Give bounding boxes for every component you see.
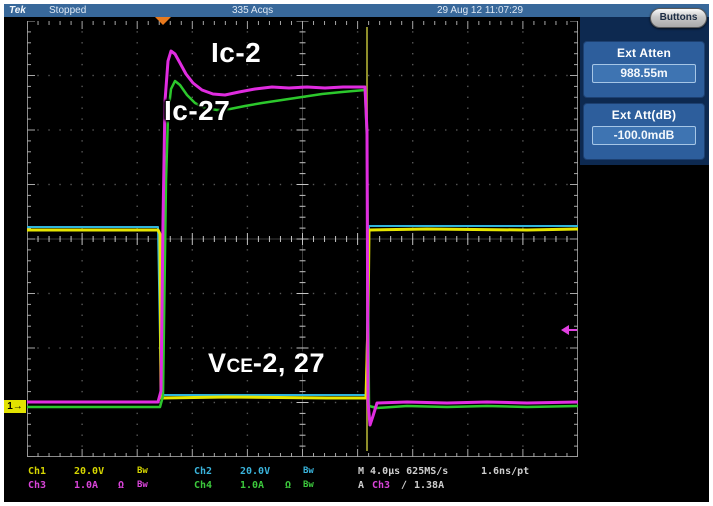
ch1-label: Ch1 bbox=[28, 466, 47, 477]
ch4-label: Ch4 bbox=[194, 480, 213, 491]
ch2-bw-badge: Bw bbox=[303, 466, 314, 476]
annotation-ic27: Ic-27 bbox=[164, 95, 231, 126]
buttons-button[interactable]: Buttons bbox=[650, 8, 707, 28]
vce-ce: CE bbox=[226, 356, 253, 377]
ch1-scale: 20.0V bbox=[74, 466, 105, 477]
trigger-slope-icon: ∕ bbox=[401, 480, 408, 491]
readout-bar: Ch1 20.0V Bw Ch2 20.0V Bw M 4.0µs 625MS/… bbox=[4, 462, 709, 502]
timebase-readout: M 4.0µs 625MS/s bbox=[358, 466, 449, 477]
ext-atten-value[interactable]: 988.55m bbox=[592, 64, 696, 83]
ch1-bw-badge: Bw bbox=[137, 466, 148, 476]
ext-atten-panel: Ext Atten 988.55m bbox=[583, 41, 705, 98]
vce-v: V bbox=[208, 348, 227, 378]
oscilloscope-screen: Tek Stopped 335 Acqs 29 Aug 12 11:07:29 … bbox=[4, 4, 709, 502]
datetime: 29 Aug 12 11:07:29 bbox=[437, 5, 524, 16]
ch1-ground-marker[interactable]: 1→ bbox=[4, 400, 26, 413]
trigger-position-marker[interactable] bbox=[155, 17, 171, 25]
acquisition-status: Stopped bbox=[49, 5, 87, 16]
arrow-tail bbox=[568, 329, 577, 331]
left-arrow-icon bbox=[561, 325, 569, 335]
ext-att-db-value[interactable]: -100.0mdB bbox=[592, 126, 696, 145]
ext-att-db-panel: Ext Att(dB) -100.0mdB bbox=[583, 103, 705, 160]
annotation-vce: VCE-2, 27 bbox=[208, 348, 325, 379]
tek-logo: Tek bbox=[9, 5, 26, 16]
ch4-coupling-icon: Ω bbox=[285, 480, 292, 491]
trigger-mode: A bbox=[358, 480, 365, 491]
annotation-ic2: Ic-2 bbox=[211, 37, 262, 68]
acquisition-count: 335 Acqs bbox=[232, 5, 274, 16]
ch3-trigger-level-marker[interactable] bbox=[561, 325, 577, 335]
ch3-label: Ch3 bbox=[28, 480, 47, 491]
ch4-bw-badge: Bw bbox=[303, 480, 314, 490]
ch3-scale: 1.0A bbox=[74, 480, 99, 491]
side-menu: Ext Atten 988.55m Ext Att(dB) -100.0mdB bbox=[580, 17, 709, 165]
sample-resolution: 1.6ns/pt bbox=[481, 466, 530, 477]
waveform-plot bbox=[27, 21, 578, 457]
ch3-bw-badge: Bw bbox=[137, 480, 148, 490]
vce-rest: -2, 27 bbox=[252, 348, 325, 378]
ch2-label: Ch2 bbox=[194, 466, 213, 477]
trigger-level: 1.38A bbox=[414, 480, 445, 491]
ch4-scale: 1.0A bbox=[240, 480, 265, 491]
trigger-source: Ch3 bbox=[372, 480, 391, 491]
ext-att-db-title: Ext Att(dB) bbox=[611, 108, 677, 122]
ch3-coupling-icon: Ω bbox=[118, 480, 125, 491]
ch2-scale: 20.0V bbox=[240, 466, 271, 477]
title-bar: Tek Stopped 335 Acqs 29 Aug 12 11:07:29 bbox=[4, 4, 709, 17]
ext-atten-title: Ext Atten bbox=[616, 46, 672, 60]
